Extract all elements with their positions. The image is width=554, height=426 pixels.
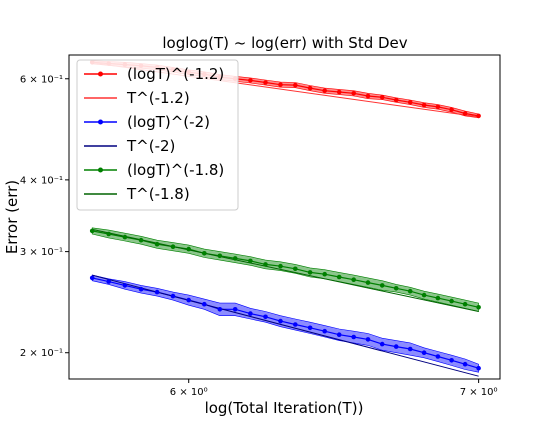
data-point-2-5	[170, 293, 176, 299]
data-point-2-23	[435, 354, 441, 359]
data-point-0-17	[351, 91, 357, 96]
data-point-0-24	[449, 107, 454, 112]
legend-marker-0	[98, 71, 103, 77]
legend-label-1: T^(-1.2)	[126, 89, 190, 107]
y-axis-ticks: 2 × 10⁻¹ 3 × 10⁻¹ 4 × 10⁻¹ 6 × 10⁻¹	[20, 74, 69, 359]
data-point-4-0	[89, 228, 95, 234]
series-line-5	[92, 228, 479, 312]
data-point-2-9	[232, 307, 238, 312]
data-point-0-22	[421, 102, 427, 108]
data-point-2-12	[278, 318, 283, 324]
data-point-4-16	[336, 274, 342, 280]
chart-title: loglog(T) ~ log(err) with Std Dev	[162, 34, 407, 52]
legend-label-4: (logT)^(-1.8)	[127, 161, 224, 179]
data-point-2-26	[476, 365, 481, 371]
data-point-4-24	[449, 298, 454, 304]
data-point-0-21	[407, 100, 413, 105]
data-point-4-4	[154, 241, 160, 247]
data-point-4-2	[122, 234, 128, 240]
data-point-2-2	[122, 283, 128, 288]
data-point-4-3	[138, 237, 144, 243]
data-point-0-14	[307, 85, 313, 91]
data-point-2-25	[462, 361, 468, 367]
x-axis-ticks: 6 × 10⁰ 7 × 10⁰	[170, 379, 498, 398]
data-point-4-26	[476, 305, 481, 310]
data-point-2-21	[407, 346, 413, 352]
data-point-2-19	[379, 341, 385, 347]
legend-label-0: (logT)^(-1.2)	[127, 65, 224, 83]
data-point-2-14	[307, 325, 313, 331]
data-point-0-15	[322, 88, 328, 93]
data-point-2-16	[336, 332, 342, 338]
data-point-4-12	[278, 263, 283, 269]
data-point-4-7	[202, 251, 207, 256]
data-point-4-19	[379, 283, 385, 288]
legend-label-2: (logT)^(-2)	[127, 113, 210, 131]
data-point-2-17	[351, 334, 357, 340]
legend-label-5: T^(-1.8)	[126, 185, 190, 203]
data-point-4-18	[365, 280, 371, 285]
data-point-4-17	[351, 277, 357, 283]
data-point-0-20	[393, 97, 399, 103]
data-point-2-8	[217, 307, 223, 312]
data-point-4-6	[186, 246, 191, 252]
data-point-4-21	[407, 288, 413, 294]
data-point-2-11	[263, 314, 268, 320]
data-point-2-0	[89, 275, 95, 281]
data-point-0-13	[293, 82, 298, 88]
data-point-0-23	[435, 104, 441, 110]
y-tick-label-0: 2 × 10⁻¹	[20, 348, 63, 359]
data-point-4-9	[232, 256, 238, 261]
data-point-4-15	[322, 271, 328, 277]
data-point-4-20	[393, 286, 399, 291]
data-point-2-4	[154, 289, 160, 295]
data-point-4-14	[307, 270, 313, 275]
data-point-0-26	[476, 113, 481, 119]
legend-label-3: T^(-2)	[126, 137, 175, 155]
data-point-2-7	[202, 301, 207, 307]
data-point-4-10	[248, 258, 253, 264]
data-point-2-1	[106, 279, 111, 284]
data-point-2-18	[365, 337, 371, 342]
x-axis-label: log(Total Iteration(T))	[205, 399, 364, 417]
y-tick-label-1: 3 × 10⁻¹	[20, 247, 63, 258]
data-point-0-25	[462, 111, 468, 116]
data-point-2-20	[393, 344, 399, 349]
data-point-2-22	[421, 350, 427, 356]
data-point-0-19	[379, 95, 385, 100]
data-point-2-15	[322, 328, 328, 334]
data-point-4-13	[293, 266, 298, 272]
data-point-2-3	[138, 286, 144, 292]
x-tick-label-0: 6 × 10⁰	[170, 387, 208, 398]
y-axis-label: Error (err)	[3, 180, 21, 254]
data-point-2-10	[248, 311, 253, 316]
y-tick-label-2: 4 × 10⁻¹	[20, 175, 63, 186]
data-point-4-8	[217, 253, 223, 259]
y-tick-label-3: 6 × 10⁻¹	[20, 74, 63, 85]
x-tick-label-1: 7 × 10⁰	[460, 387, 498, 398]
data-point-4-23	[435, 295, 441, 301]
data-point-2-6	[186, 297, 191, 303]
data-point-4-11	[263, 262, 268, 267]
legend-marker-2	[98, 119, 103, 125]
data-point-0-10	[248, 78, 253, 83]
data-point-0-18	[365, 93, 371, 99]
data-point-0-16	[336, 89, 342, 95]
legend-box	[76, 59, 239, 211]
data-point-0-12	[278, 82, 283, 87]
legend-marker-4	[98, 167, 103, 173]
data-point-2-13	[293, 322, 298, 327]
data-point-4-5	[170, 244, 176, 249]
data-point-2-24	[449, 358, 454, 363]
data-point-0-11	[263, 80, 268, 85]
data-point-4-25	[462, 301, 468, 307]
legend: (logT)^(-1.2) T^(-1.2) (logT)^(-2) T^(-2) (l…	[76, 59, 239, 211]
data-point-4-22	[421, 292, 427, 298]
plot-frame	[68, 54, 501, 380]
std-band-2	[91, 274, 479, 373]
data-point-4-1	[106, 231, 111, 237]
